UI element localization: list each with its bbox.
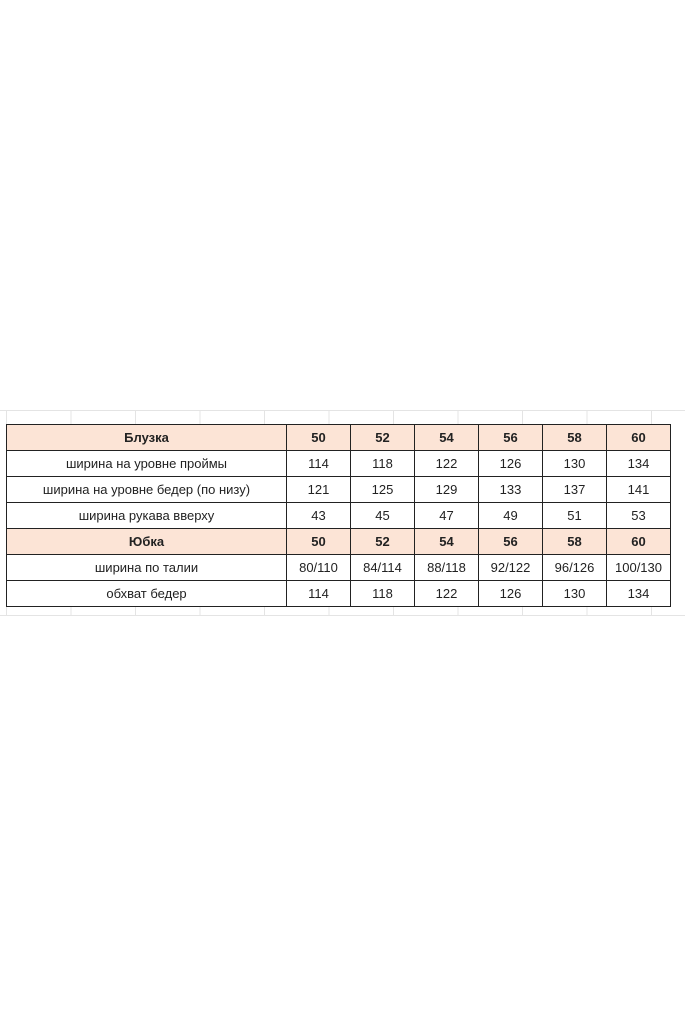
table-row: ширина на уровне бедер (по низу) 121 125 12… — [6, 476, 671, 503]
size-chart-table: Блузка 50 52 54 56 58 60 ширина на уровне пройм… — [6, 424, 671, 607]
measurement-value[interactable]: 125 — [350, 476, 415, 503]
size-header-cell[interactable]: 52 — [350, 528, 415, 555]
size-header-cell[interactable]: 56 — [478, 528, 543, 555]
measurement-value[interactable]: 134 — [606, 580, 671, 607]
measurement-value[interactable]: 43 — [286, 502, 351, 529]
measurement-value[interactable]: 141 — [606, 476, 671, 503]
table-row: ширина на уровне проймы 114 118 122 126 130 13… — [6, 450, 671, 477]
size-header-cell[interactable]: 54 — [414, 424, 479, 451]
measurement-value[interactable]: 118 — [350, 580, 415, 607]
measurement-value[interactable]: 134 — [606, 450, 671, 477]
measurement-value[interactable]: 133 — [478, 476, 543, 503]
measurement-value[interactable]: 118 — [350, 450, 415, 477]
measurement-value[interactable]: 84/114 — [350, 554, 415, 581]
measurement-value[interactable]: 49 — [478, 502, 543, 529]
measurement-value[interactable]: 130 — [542, 580, 607, 607]
measurement-label[interactable]: ширина на уровне проймы — [6, 450, 287, 477]
measurement-value[interactable]: 122 — [414, 580, 479, 607]
size-header-cell[interactable]: 52 — [350, 424, 415, 451]
gridline — [0, 410, 685, 411]
table-row: обхват бедер 114 118 122 126 130 134 — [6, 580, 671, 607]
measurement-label[interactable]: обхват бедер — [6, 580, 287, 607]
measurement-label[interactable]: ширина по талии — [6, 554, 287, 581]
measurement-value[interactable]: 122 — [414, 450, 479, 477]
measurement-value[interactable]: 114 — [286, 580, 351, 607]
measurement-value[interactable]: 80/110 — [286, 554, 351, 581]
size-header-cell[interactable]: 58 — [542, 528, 607, 555]
size-header-cell[interactable]: 60 — [606, 528, 671, 555]
measurement-value[interactable]: 121 — [286, 476, 351, 503]
measurement-value[interactable]: 129 — [414, 476, 479, 503]
measurement-value[interactable]: 130 — [542, 450, 607, 477]
measurement-value[interactable]: 114 — [286, 450, 351, 477]
measurement-value[interactable]: 126 — [478, 580, 543, 607]
size-header-cell[interactable]: 58 — [542, 424, 607, 451]
size-header-cell[interactable]: 54 — [414, 528, 479, 555]
measurement-value[interactable]: 51 — [542, 502, 607, 529]
measurement-label[interactable]: ширина на уровне бедер (по низу) — [6, 476, 287, 503]
measurement-value[interactable]: 96/126 — [542, 554, 607, 581]
measurement-value[interactable]: 92/122 — [478, 554, 543, 581]
table-row: ширина по талии 80/110 84/114 88/118 92/122 9… — [6, 554, 671, 581]
measurement-value[interactable]: 137 — [542, 476, 607, 503]
measurement-value[interactable]: 53 — [606, 502, 671, 529]
measurement-label[interactable]: ширина рукава вверху — [6, 502, 287, 529]
measurement-value[interactable]: 45 — [350, 502, 415, 529]
table-row: ширина рукава вверху 43 45 47 49 51 53 — [6, 502, 671, 529]
size-header-cell[interactable]: 56 — [478, 424, 543, 451]
section-header-row: Юбка 50 52 54 56 58 60 — [6, 528, 671, 555]
gridline — [0, 615, 685, 616]
size-header-cell[interactable]: 50 — [286, 424, 351, 451]
section-title[interactable]: Блузка — [6, 424, 287, 451]
measurement-value[interactable]: 126 — [478, 450, 543, 477]
section-header-row: Блузка 50 52 54 56 58 60 — [6, 424, 671, 451]
section-title[interactable]: Юбка — [6, 528, 287, 555]
size-header-cell[interactable]: 50 — [286, 528, 351, 555]
measurement-value[interactable]: 100/130 — [606, 554, 671, 581]
measurement-value[interactable]: 88/118 — [414, 554, 479, 581]
measurement-value[interactable]: 47 — [414, 502, 479, 529]
size-header-cell[interactable]: 60 — [606, 424, 671, 451]
